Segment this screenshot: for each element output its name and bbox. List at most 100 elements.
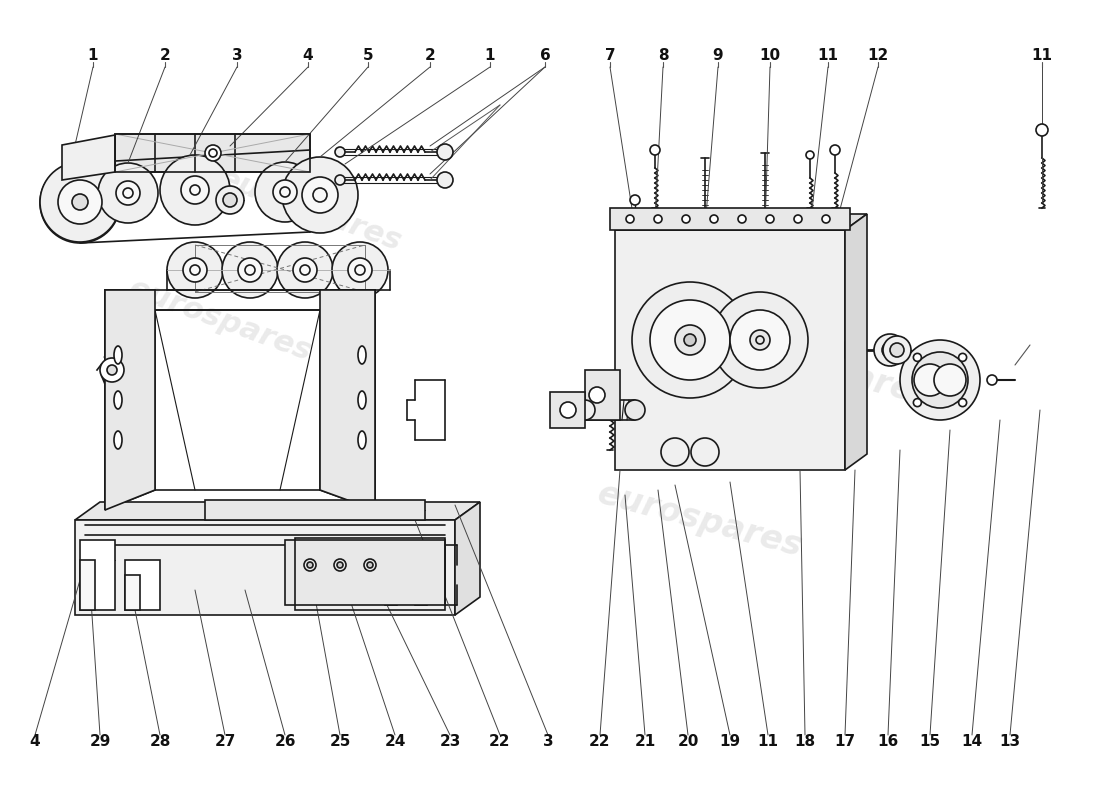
Polygon shape [104, 290, 155, 510]
Text: 5: 5 [363, 47, 373, 62]
Ellipse shape [114, 346, 122, 364]
Polygon shape [455, 502, 480, 615]
Circle shape [630, 195, 640, 205]
Circle shape [116, 181, 140, 205]
Circle shape [806, 151, 814, 159]
Text: 1: 1 [485, 47, 495, 62]
Text: 24: 24 [384, 734, 406, 750]
Ellipse shape [114, 391, 122, 409]
Circle shape [364, 559, 376, 571]
Circle shape [307, 562, 314, 568]
Text: 20: 20 [678, 734, 698, 750]
Bar [80, 560, 95, 610]
Circle shape [830, 145, 840, 155]
Circle shape [650, 145, 660, 155]
Text: 6: 6 [540, 47, 550, 62]
Text: 3: 3 [232, 47, 242, 62]
Circle shape [337, 562, 343, 568]
Circle shape [216, 186, 244, 214]
Circle shape [626, 215, 634, 223]
Circle shape [958, 398, 967, 406]
Circle shape [675, 325, 705, 355]
Polygon shape [845, 214, 867, 470]
Text: 23: 23 [439, 734, 461, 750]
Ellipse shape [358, 346, 366, 364]
Polygon shape [615, 214, 867, 230]
Circle shape [900, 340, 980, 420]
Text: 21: 21 [635, 734, 656, 750]
Bar [615, 230, 845, 470]
Text: 22: 22 [490, 734, 510, 750]
Text: 2: 2 [160, 47, 170, 62]
Bar [80, 540, 116, 610]
Circle shape [223, 193, 236, 207]
Ellipse shape [358, 431, 366, 449]
Circle shape [282, 157, 358, 233]
Circle shape [822, 215, 830, 223]
Circle shape [293, 258, 317, 282]
Circle shape [914, 364, 946, 396]
Circle shape [273, 180, 297, 204]
Text: 11: 11 [817, 47, 838, 62]
Circle shape [332, 242, 388, 298]
Bar [295, 538, 446, 610]
Circle shape [334, 559, 346, 571]
Text: 7: 7 [605, 47, 615, 62]
Text: 27: 27 [214, 734, 235, 750]
Text: 14: 14 [961, 734, 982, 750]
Text: 25: 25 [329, 734, 351, 750]
Circle shape [913, 354, 922, 362]
Text: 18: 18 [794, 734, 815, 750]
Circle shape [107, 365, 117, 375]
Text: 19: 19 [719, 734, 740, 750]
Polygon shape [320, 290, 375, 510]
Circle shape [730, 310, 790, 370]
Circle shape [72, 194, 88, 210]
Circle shape [277, 242, 333, 298]
Circle shape [682, 215, 690, 223]
Text: 13: 13 [1000, 734, 1021, 750]
Circle shape [912, 352, 968, 408]
Circle shape [1036, 124, 1048, 136]
Circle shape [98, 163, 158, 223]
Circle shape [710, 215, 718, 223]
Circle shape [934, 364, 966, 396]
Circle shape [632, 282, 748, 398]
Circle shape [794, 215, 802, 223]
Circle shape [712, 292, 808, 388]
Circle shape [205, 145, 221, 161]
Text: 4: 4 [30, 734, 41, 750]
Circle shape [336, 175, 345, 185]
Text: eurospares: eurospares [724, 326, 936, 414]
Text: 8: 8 [658, 47, 669, 62]
Circle shape [437, 172, 453, 188]
Text: 16: 16 [878, 734, 899, 750]
Circle shape [560, 402, 576, 418]
Text: 28: 28 [150, 734, 170, 750]
Circle shape [766, 215, 774, 223]
Text: 12: 12 [868, 47, 889, 62]
Circle shape [40, 162, 120, 242]
Circle shape [167, 242, 223, 298]
Circle shape [588, 387, 605, 403]
Text: 17: 17 [835, 734, 856, 750]
Circle shape [874, 334, 906, 366]
Bar [116, 134, 310, 172]
Circle shape [302, 177, 338, 213]
Polygon shape [350, 290, 375, 510]
Text: eurospares: eurospares [124, 274, 316, 366]
Text: 26: 26 [274, 734, 296, 750]
Text: 2: 2 [425, 47, 436, 62]
Circle shape [684, 334, 696, 346]
Circle shape [750, 330, 770, 350]
Text: 4: 4 [302, 47, 313, 62]
Text: 1: 1 [88, 47, 98, 62]
Circle shape [654, 215, 662, 223]
Text: eurospares: eurospares [214, 163, 406, 257]
Text: 15: 15 [920, 734, 940, 750]
Ellipse shape [358, 391, 366, 409]
Circle shape [100, 358, 124, 382]
Circle shape [650, 300, 730, 380]
Circle shape [336, 147, 345, 157]
Circle shape [222, 242, 278, 298]
